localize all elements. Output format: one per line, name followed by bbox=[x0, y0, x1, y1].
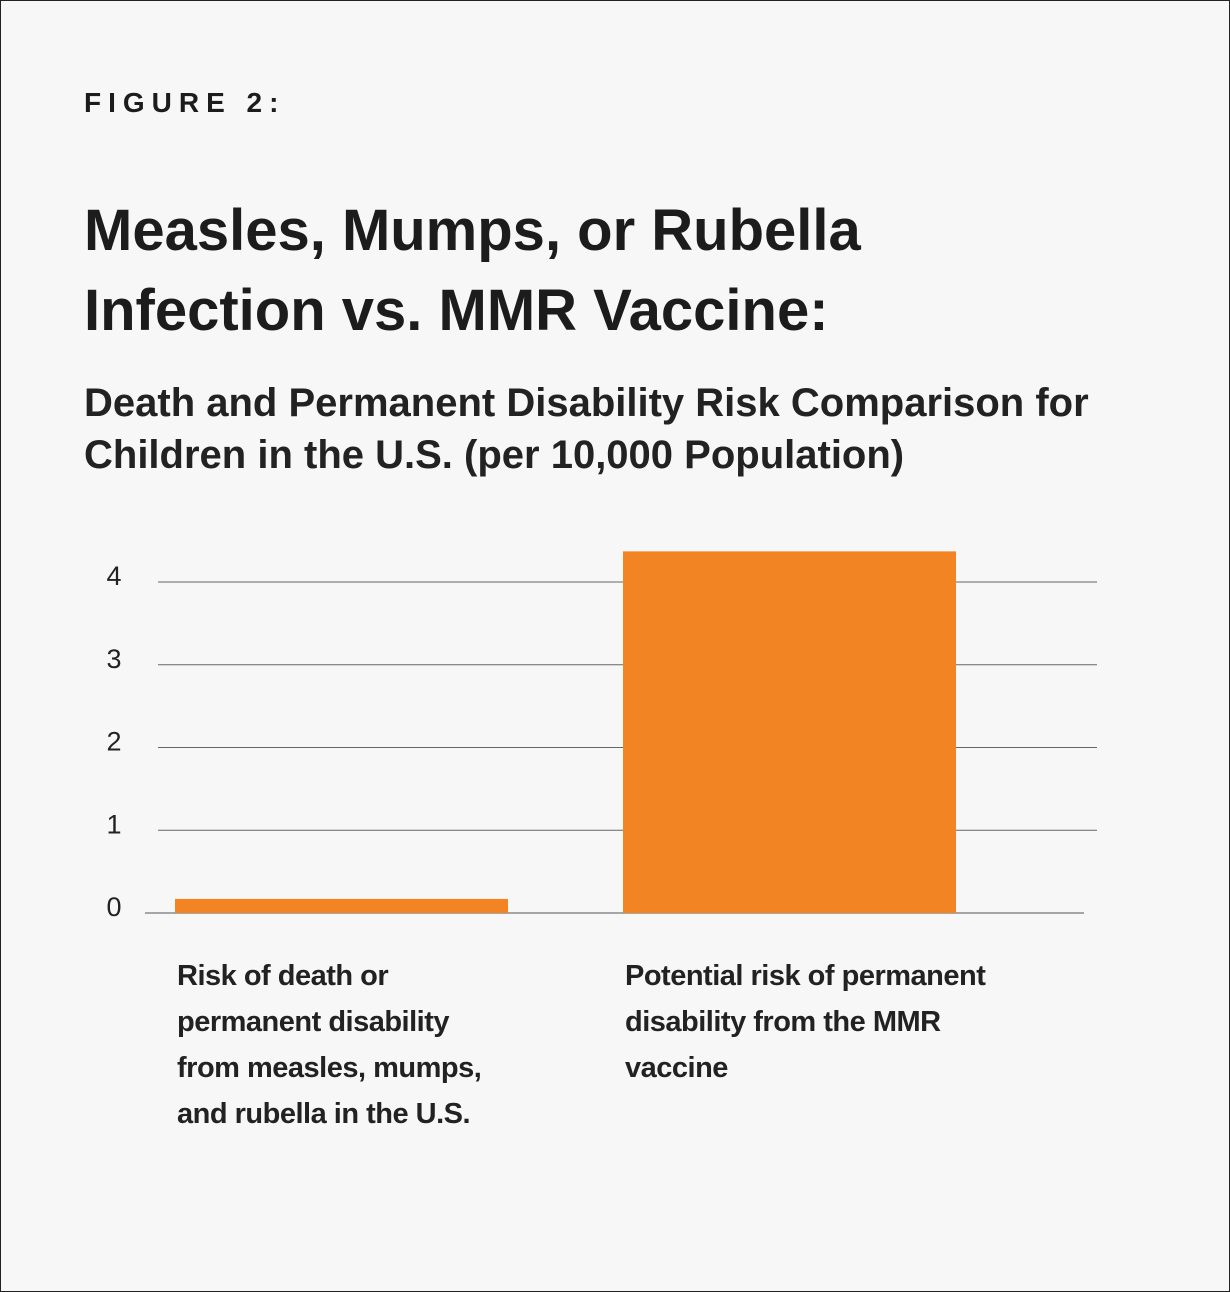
x-tick-label: Risk of death or permanent disability fr… bbox=[177, 960, 482, 1130]
bar bbox=[175, 898, 508, 913]
y-tick-label: 0 bbox=[106, 892, 121, 922]
chart-subtitle: Death and Permanent Disability Risk Comp… bbox=[84, 381, 1089, 477]
y-tick-label: 1 bbox=[106, 809, 121, 839]
figure-label: FIGURE 2: bbox=[84, 87, 286, 118]
bar bbox=[623, 551, 956, 913]
y-tick-label: 2 bbox=[106, 727, 121, 757]
chart-title: Measles, Mumps, or Rubella Infection vs.… bbox=[84, 198, 861, 343]
y-tick-label: 4 bbox=[106, 561, 121, 591]
x-tick-label: Potential risk of permanent disability f… bbox=[625, 960, 986, 1084]
y-tick-label: 3 bbox=[106, 644, 121, 674]
